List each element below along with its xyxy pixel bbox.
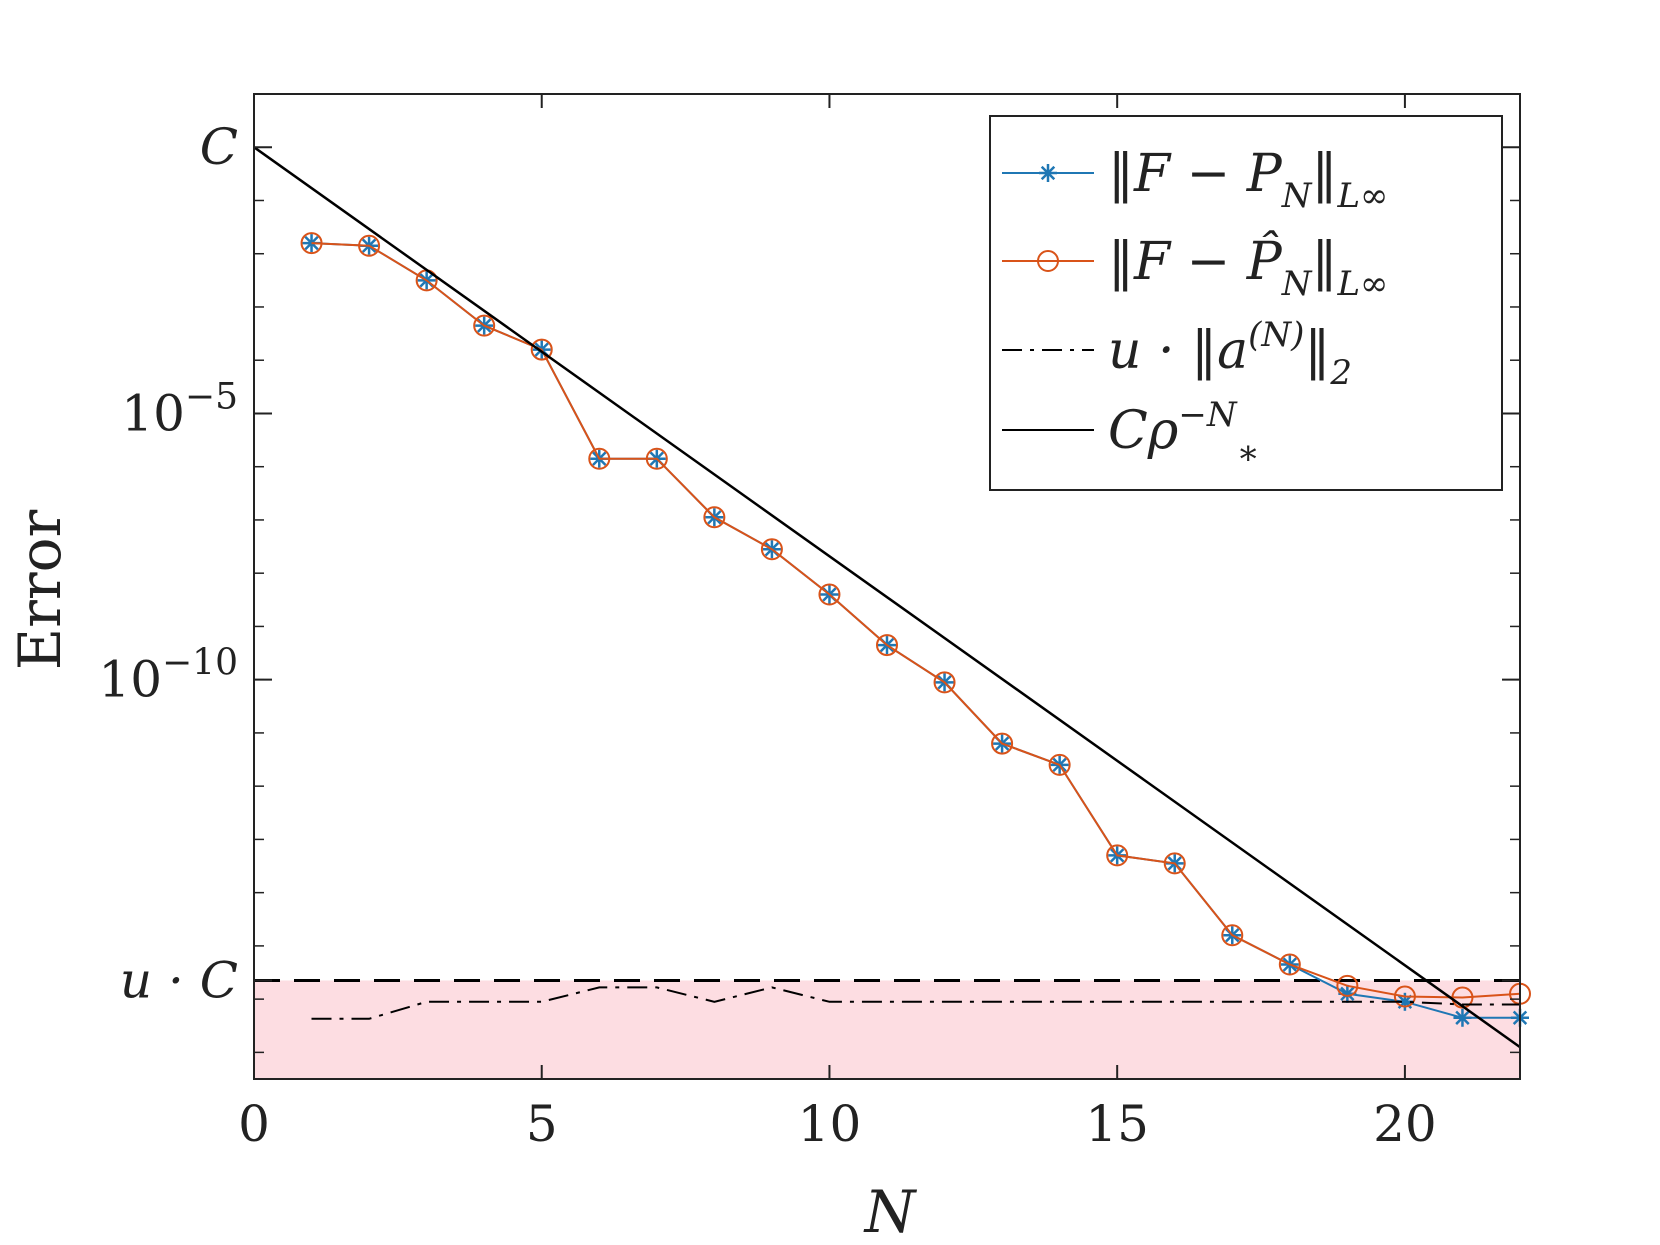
- legend-marker-asterisk: [1039, 164, 1057, 182]
- legend: ‖F − PN‖L∞ ‖F − P̂N‖L∞ u · ‖a(N)‖2Cρ−N∗: [989, 115, 1503, 491]
- marker-circle: [703, 506, 726, 529]
- marker-circle: [473, 314, 496, 337]
- axes-layer: [253, 93, 1521, 1080]
- asterisk-stroke: [1455, 1010, 1470, 1025]
- y-tick-label: u · C: [120, 952, 238, 1010]
- marker-circle: [1278, 953, 1301, 976]
- marker-circle: [645, 447, 668, 470]
- marker-circle: [760, 538, 783, 561]
- shaded-region: [254, 980, 1520, 1079]
- asterisk-stroke: [1040, 165, 1056, 181]
- asterisk-stroke: [1340, 986, 1355, 1001]
- legend-box: [989, 115, 1503, 491]
- marker-circle: [358, 234, 381, 257]
- y-tick-label: 10−10: [98, 643, 238, 709]
- series-line-1: [311, 242, 1521, 999]
- y-tick-label: C: [200, 118, 238, 176]
- x-axis-title: N: [863, 1178, 918, 1245]
- marker-circle: [876, 634, 898, 657]
- legend-marker-circle: [1037, 250, 1059, 272]
- series-line-3: [253, 146, 1521, 1049]
- y-tick-label: 10−5: [121, 376, 238, 442]
- series-layer: [253, 146, 1531, 1049]
- plot-frame: [253, 93, 1521, 1080]
- legend-label-1: ‖F − P̂N‖L∞: [1108, 231, 1388, 304]
- marker-circle: [588, 447, 611, 470]
- shaded-region-layer: [254, 980, 1520, 1079]
- x-tick-label: 0: [238, 1095, 270, 1153]
- x-tick-label: 15: [1085, 1095, 1149, 1153]
- y-axis-title: Error: [6, 510, 74, 671]
- marker-circle: [1336, 974, 1359, 997]
- marker-circle: [1393, 985, 1416, 1008]
- x-tick-label: 20: [1373, 1095, 1437, 1153]
- x-tick-label: 10: [798, 1095, 862, 1153]
- marker-circle: [818, 583, 841, 606]
- marker-circle: [991, 732, 1014, 755]
- marker-circle: [1221, 924, 1244, 947]
- tick-layer: 0 5 10 15 20 C 10−5 10−10 u · C: [98, 93, 1520, 1153]
- legend-label-3: Cρ−N∗: [1108, 395, 1260, 473]
- marker-circle: [1163, 852, 1186, 875]
- x-tick-label: 5: [526, 1095, 558, 1153]
- marker-circle: [933, 671, 956, 694]
- marker-circle: [530, 338, 553, 361]
- series-line-2: [311, 986, 1520, 1020]
- marker-circle: [300, 232, 323, 255]
- legend-label-0: ‖F − PN‖L∞: [1108, 144, 1388, 216]
- marker-circle: [1048, 753, 1071, 776]
- marker-asterisk: [1453, 1008, 1472, 1027]
- legend-label-2: u · ‖a(N)‖2: [1108, 315, 1352, 393]
- marker-circle: [1106, 844, 1129, 867]
